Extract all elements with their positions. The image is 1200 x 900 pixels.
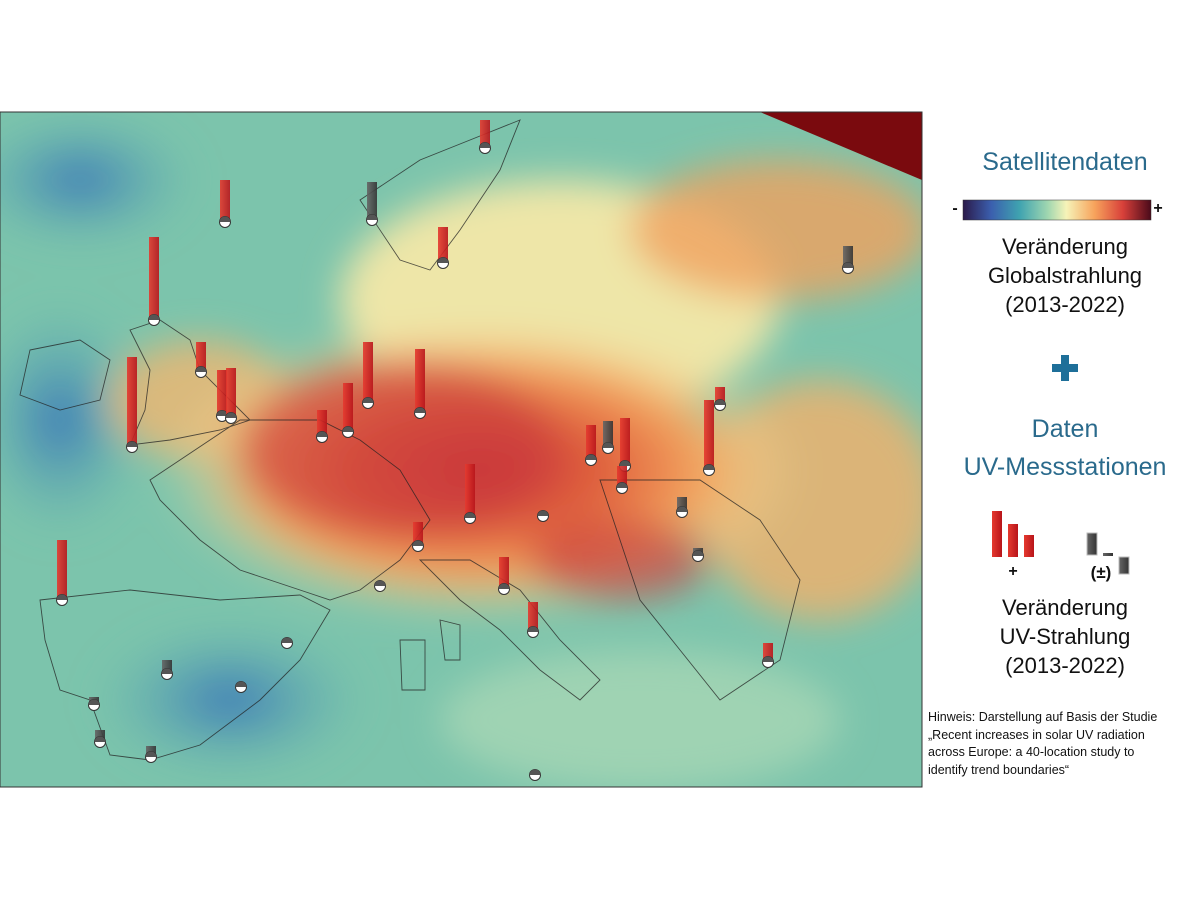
scale-max: +: [1153, 200, 1163, 217]
uv-increase-bar: [363, 342, 373, 403]
stations-title: Daten UV-Messstationen: [940, 410, 1190, 486]
uv-increase-bar: [217, 370, 227, 416]
caption-line: Veränderung: [1002, 234, 1128, 259]
uv-increase-bar: [586, 425, 596, 460]
neutral-label: (±): [1090, 563, 1112, 582]
uv-increase-bar: [438, 227, 448, 263]
note-line: identify trend boundaries“: [928, 762, 1070, 777]
uv-neutral-bar: [603, 421, 613, 448]
station-marker-half: [437, 257, 449, 263]
station-marker-half: [88, 699, 100, 705]
station-marker-half: [479, 142, 491, 148]
station-marker-half: [529, 769, 541, 775]
uv-increase-bar: [149, 237, 159, 320]
station-marker-half: [219, 216, 231, 222]
uv-increase-bar: [413, 522, 423, 546]
uv-increase-bar: [620, 418, 630, 466]
station-marker-half: [94, 736, 106, 742]
uv-increase-bar: [127, 357, 137, 447]
station-marker-half: [842, 262, 854, 268]
satellite-caption: Veränderung Globalstrahlung (2013-2022): [940, 232, 1190, 319]
caption-line: Globalstrahlung: [987, 263, 1143, 288]
station-marker-half: [235, 681, 247, 687]
station-marker-half: [366, 214, 378, 220]
uv-increase-bar: [57, 540, 67, 600]
station-marker-half: [225, 412, 237, 418]
uv-increase-bar: [317, 410, 327, 437]
station-marker-half: [619, 460, 631, 466]
station-marker-half: [281, 637, 293, 643]
uv-neutral-bar: [162, 660, 172, 674]
station-marker-half: [316, 431, 328, 437]
uv-increase-bar: [763, 643, 773, 662]
uv-neutral-bar: [843, 246, 853, 268]
station-marker-half: [412, 540, 424, 546]
station-marker-half: [342, 426, 354, 432]
station-marker-half: [498, 583, 510, 589]
caption-line: Veränderung: [1002, 595, 1128, 620]
station-marker-half: [692, 550, 704, 556]
station-marker-half: [414, 407, 426, 413]
station-marker-half: [374, 580, 386, 586]
station-legend-icons: [992, 511, 1130, 575]
station-marker-half: [602, 442, 614, 448]
stations: [56, 120, 854, 781]
uv-increase-bar: [196, 342, 206, 372]
station-marker-half: [762, 656, 774, 662]
uv-increase-bar: [343, 383, 353, 432]
scale-min: -: [952, 200, 958, 217]
station-marker-half: [585, 454, 597, 460]
satellite-title: Satellitendaten: [982, 148, 1148, 176]
station-marker-half: [56, 594, 68, 600]
uv-increase-bar: [415, 349, 425, 413]
uv-increase-bar: [480, 120, 490, 148]
station-marker-half: [714, 399, 726, 405]
note-line: „Recent increases in solar UV radiation: [928, 727, 1145, 742]
station-marker-half: [676, 506, 688, 512]
source-note: Hinweis: Darstellung auf Basis der Studi…: [928, 709, 1157, 779]
station-marker-half: [464, 512, 476, 518]
station-marker-half: [145, 751, 157, 757]
uv-increase-bar: [617, 466, 627, 488]
note-line: across Europe: a 40-location study to: [928, 745, 1135, 759]
station-marker-half: [616, 482, 628, 488]
stations-caption: Veränderung UV-Strahlung (2013-2022): [940, 593, 1190, 680]
plus-icon: [1052, 355, 1078, 381]
uv-increase-bar: [499, 557, 509, 589]
satellite-map: [0, 112, 922, 787]
uv-increase-bar: [704, 400, 714, 470]
uv-increase-bar: [715, 387, 725, 405]
station-marker-half: [216, 410, 228, 416]
station-marker-half: [195, 366, 207, 372]
station-marker-half: [126, 441, 138, 447]
map-frame: [0, 111, 923, 788]
positive-label: +: [1008, 563, 1018, 580]
title-line: Daten: [1031, 415, 1099, 443]
uv-increase-bar: [220, 180, 230, 222]
station-marker-half: [537, 510, 549, 516]
note-line: Hinweis: Darstellung auf Basis der Studi…: [928, 710, 1158, 724]
title-line: UV-Messstationen: [963, 453, 1167, 481]
station-marker-half: [148, 314, 160, 320]
uv-increase-bar: [528, 602, 538, 632]
colorbar: [962, 199, 1152, 221]
caption-line: UV-Strahlung: [999, 624, 1131, 649]
uv-neutral-bar: [367, 182, 377, 220]
uv-increase-bar: [226, 368, 236, 418]
station-marker-half: [527, 626, 539, 632]
caption-line: (2013-2022): [1005, 292, 1125, 317]
uv-neutral-bar: [677, 497, 687, 512]
station-marker-half: [703, 464, 715, 470]
station-marker-half: [161, 668, 173, 674]
uv-increase-bar: [465, 464, 475, 518]
station-marker-half: [362, 397, 374, 403]
caption-line: (2013-2022): [1005, 653, 1125, 678]
